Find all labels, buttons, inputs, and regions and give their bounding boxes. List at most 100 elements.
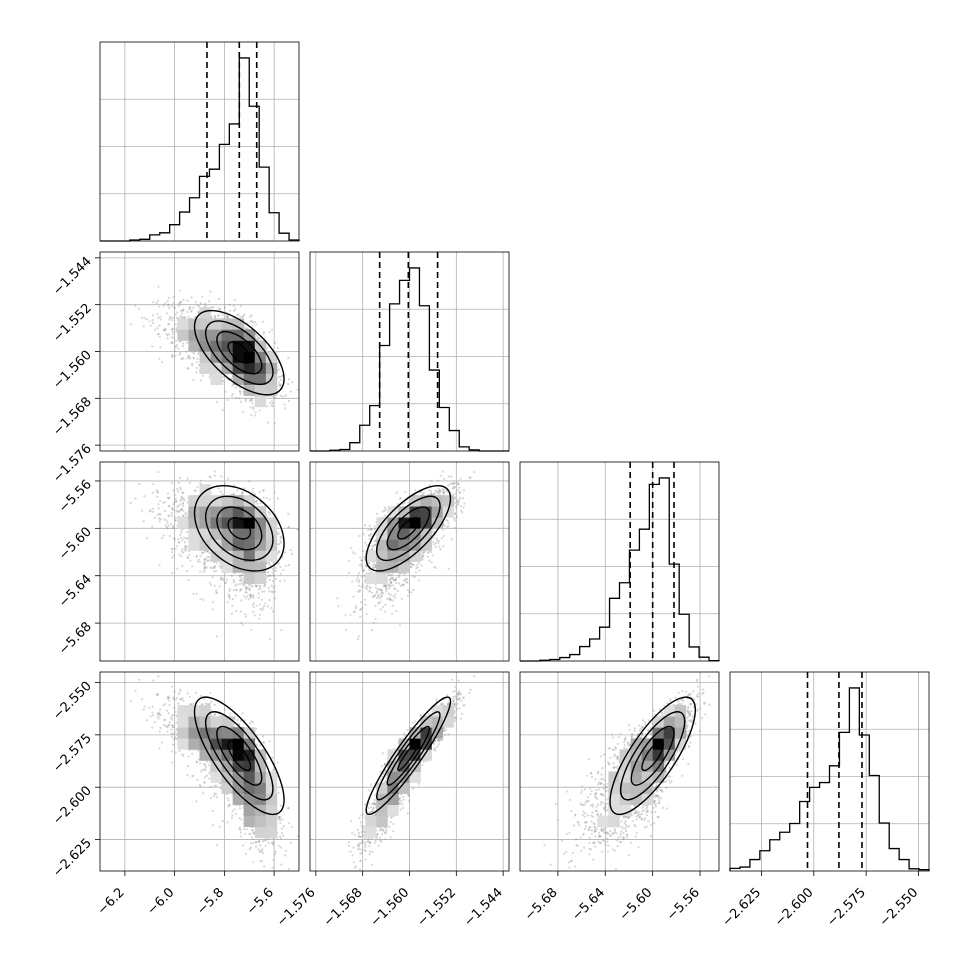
point — [257, 596, 260, 599]
point — [248, 588, 251, 591]
point — [182, 309, 185, 312]
point — [272, 402, 275, 405]
point — [236, 313, 239, 316]
point — [151, 525, 154, 529]
density-cell — [243, 340, 256, 352]
point — [222, 577, 225, 580]
point — [238, 579, 242, 582]
point — [276, 497, 280, 500]
point — [250, 413, 253, 417]
point — [283, 579, 286, 582]
point — [129, 501, 132, 504]
panel-0-0 — [99, 41, 300, 242]
point — [175, 500, 178, 503]
point — [284, 394, 288, 397]
point — [215, 569, 218, 573]
point — [215, 401, 218, 404]
point — [212, 306, 215, 309]
point — [263, 585, 266, 588]
point — [287, 382, 290, 385]
density-cell — [221, 329, 233, 341]
point — [181, 491, 184, 494]
point — [272, 579, 275, 583]
point — [264, 602, 267, 605]
point — [182, 308, 185, 311]
point — [249, 595, 252, 598]
point — [250, 314, 253, 317]
point — [174, 354, 177, 357]
point — [272, 574, 275, 577]
point — [201, 551, 205, 554]
point — [163, 327, 167, 330]
point — [182, 342, 185, 345]
point — [268, 574, 271, 577]
point — [226, 601, 229, 604]
point — [252, 407, 255, 410]
point — [175, 329, 178, 332]
point — [217, 297, 221, 301]
point — [249, 315, 252, 318]
point — [223, 482, 227, 485]
point — [151, 491, 155, 494]
point — [202, 562, 206, 566]
point — [198, 305, 201, 308]
point — [239, 579, 242, 582]
point — [218, 585, 221, 588]
point — [255, 604, 258, 607]
point — [156, 490, 159, 493]
point — [167, 492, 170, 495]
density-cell — [254, 384, 267, 397]
point — [266, 405, 269, 408]
point — [174, 516, 177, 519]
point — [239, 610, 242, 613]
point — [163, 329, 166, 332]
point — [284, 564, 288, 568]
point — [203, 566, 206, 570]
point — [201, 374, 204, 377]
point — [254, 321, 257, 324]
point — [272, 569, 275, 572]
point — [267, 586, 270, 590]
point — [180, 358, 183, 361]
point — [226, 315, 230, 318]
point — [162, 329, 165, 332]
point — [177, 481, 181, 484]
point — [262, 489, 265, 492]
point — [273, 585, 276, 588]
point — [250, 628, 253, 631]
point — [186, 537, 189, 540]
point — [165, 519, 168, 522]
point — [266, 571, 270, 574]
point — [255, 499, 259, 502]
density-cell — [243, 373, 256, 385]
point — [203, 302, 207, 305]
point — [174, 346, 177, 349]
point — [171, 341, 174, 344]
point — [170, 336, 173, 339]
scatter-points — [129, 470, 299, 641]
point — [263, 604, 266, 607]
point — [219, 578, 223, 581]
point — [193, 489, 196, 492]
point — [156, 495, 159, 498]
point — [197, 352, 200, 355]
point — [177, 302, 181, 305]
point — [225, 578, 228, 581]
density-cell — [243, 362, 256, 374]
point — [245, 398, 248, 401]
point — [247, 583, 251, 586]
density-cell — [199, 307, 211, 319]
density-cell — [254, 373, 267, 385]
point — [181, 356, 184, 360]
point — [270, 584, 273, 587]
point — [210, 306, 213, 309]
point — [172, 336, 175, 339]
point — [155, 489, 158, 492]
point — [210, 567, 214, 570]
point — [267, 510, 270, 514]
point — [231, 392, 234, 396]
point — [278, 542, 281, 546]
point — [180, 496, 184, 499]
point — [187, 315, 190, 318]
point — [182, 357, 185, 360]
